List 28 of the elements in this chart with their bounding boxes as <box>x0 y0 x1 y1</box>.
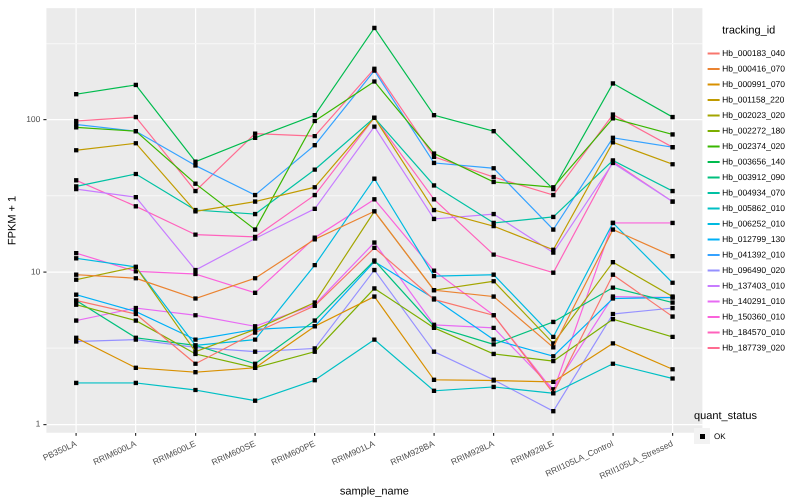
annotation: quant_status <box>694 410 757 422</box>
legend-label: Hb_140291_010 <box>722 296 786 306</box>
legend-label: Hb_002272_180 <box>722 125 786 136</box>
legend-label: Hb_003656_140 <box>722 156 786 166</box>
legend-label: Hb_137403_010 <box>722 280 786 290</box>
legend-label: Hb_002374_020 <box>722 140 786 151</box>
legend-label: Hb_006252_010 <box>722 218 786 228</box>
y-tick-label: 100 <box>26 114 41 124</box>
legend-label: Hb_005862_010 <box>722 202 786 213</box>
legend-label: Hb_002023_020 <box>722 110 786 120</box>
legend-title: tracking_id <box>722 24 776 37</box>
legend-label: Hb_096490_020 <box>722 264 786 275</box>
legend-label: Hb_012799_130 <box>722 234 786 244</box>
legend-label: Hb_000183_040 <box>722 48 786 58</box>
text: OK <box>714 432 726 440</box>
legend-label: Hb_004934_070 <box>722 187 786 198</box>
legend-label: Hb_150360_010 <box>722 311 786 322</box>
legend-label: Hb_184570_010 <box>722 326 786 337</box>
legend-label: Hb_000416_070 <box>722 63 786 74</box>
legend-label: Hb_000991_070 <box>722 78 786 89</box>
legend-label: Hb_001158_220 <box>722 94 785 104</box>
legend-label: Hb_187739_020 <box>722 342 786 352</box>
legend-label: Hb_041392_010 <box>722 249 786 260</box>
legend-label: Hb_003912_090 <box>722 172 786 182</box>
y-tick-label: 10 <box>30 266 41 276</box>
y-tick-label: 1 <box>36 418 41 429</box>
y-axis-title: FPKM + 1 <box>6 196 19 246</box>
x-axis-title: sample_name <box>340 485 409 498</box>
